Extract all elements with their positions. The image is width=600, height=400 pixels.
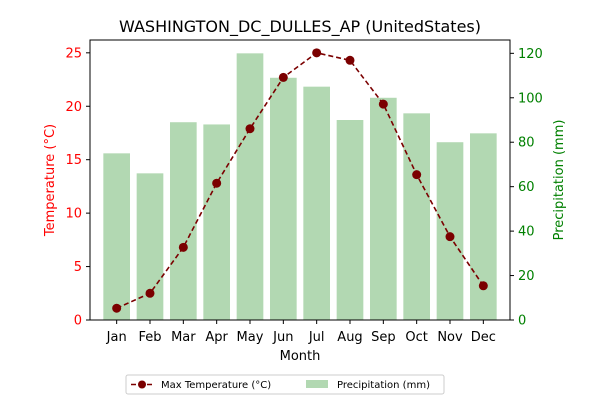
y-left-tick-label: 20 <box>65 100 82 115</box>
temp-point-jun <box>278 72 288 82</box>
y-right-tick-label: 20 <box>518 269 535 284</box>
legend-marker-swatch <box>138 380 146 389</box>
x-tick-label: Jan <box>106 330 127 345</box>
y-left-tick-label: 10 <box>65 207 82 222</box>
precip-bar-mar <box>170 122 197 320</box>
x-tick-label: Feb <box>138 330 161 345</box>
precip-bar-jul <box>303 86 330 321</box>
y-left-tick-label: 25 <box>65 46 82 61</box>
precip-bar-jan <box>103 153 130 320</box>
legend-box <box>125 374 445 395</box>
y-left-tick-label: 15 <box>65 153 82 168</box>
temp-point-may <box>245 124 255 134</box>
x-axis-label: Month <box>280 349 321 364</box>
y-right-tick-label: 80 <box>518 136 535 151</box>
y-right-tick-label: 60 <box>518 180 535 195</box>
temp-point-jul <box>312 48 322 58</box>
precip-bar-aug <box>336 120 364 320</box>
precip-bar-may <box>236 53 264 320</box>
y-left-tick-label: 0 <box>74 314 82 329</box>
temperature-series-line <box>116 51 484 309</box>
precipitation-bars <box>103 53 497 321</box>
x-tick-label: Jun <box>272 330 293 345</box>
x-tick-label: Aug <box>337 330 362 345</box>
y-right-tick-label: 100 <box>518 91 543 106</box>
temp-point-nov <box>445 232 455 242</box>
temp-point-feb <box>145 288 155 298</box>
temp-point-dec <box>478 281 488 291</box>
temp-point-sep <box>378 99 388 109</box>
x-tick-label: Apr <box>205 330 228 345</box>
legend-label-precipitation: Precipitation (mm) <box>337 380 430 391</box>
legend-label-temperature: Max Temperature (°C) <box>161 380 271 391</box>
x-tick-label: Mar <box>171 330 196 345</box>
y-right-tick-label: 40 <box>518 225 535 240</box>
chart-title: WASHINGTON_DC_DULLES_AP (UnitedStates) <box>119 17 481 37</box>
temp-point-oct <box>412 170 422 180</box>
precip-bar-sep <box>370 97 397 321</box>
temperature-line <box>112 48 488 313</box>
x-tick-label: May <box>237 330 264 345</box>
legend: Max Temperature (°C) Precipitation (mm) <box>125 374 445 395</box>
x-tick-label: Sep <box>371 330 396 345</box>
legend-bar-swatch <box>306 380 328 388</box>
precip-bar-jun <box>270 77 297 321</box>
precip-bar-oct <box>403 113 430 320</box>
y-axis-right-label: Precipitation (mm) <box>552 120 567 241</box>
temp-point-aug <box>345 55 355 65</box>
x-tick-label: Oct <box>405 330 427 345</box>
precip-bar-dec <box>470 133 497 320</box>
x-tick-label: Nov <box>437 330 463 345</box>
precip-bar-apr <box>203 124 230 320</box>
plot-frame <box>89 39 511 321</box>
axes: Jan Feb Mar Apr May Jun Jul Aug Sep Oct Nov Dec 0 5 10… <box>65 39 543 345</box>
temp-point-jan <box>112 303 122 313</box>
precip-bar-nov <box>436 142 464 320</box>
y-axis-left-label: Temperature (°C) <box>43 124 58 237</box>
x-tick-label: Jul <box>308 330 325 345</box>
temp-point-apr <box>212 178 222 188</box>
y-left-tick-label: 5 <box>74 260 82 275</box>
y-right-tick-label: 120 <box>518 47 543 62</box>
y-right-tick-label: 0 <box>518 314 526 329</box>
x-tick-label: Dec <box>471 330 496 345</box>
temp-point-mar <box>178 242 188 252</box>
